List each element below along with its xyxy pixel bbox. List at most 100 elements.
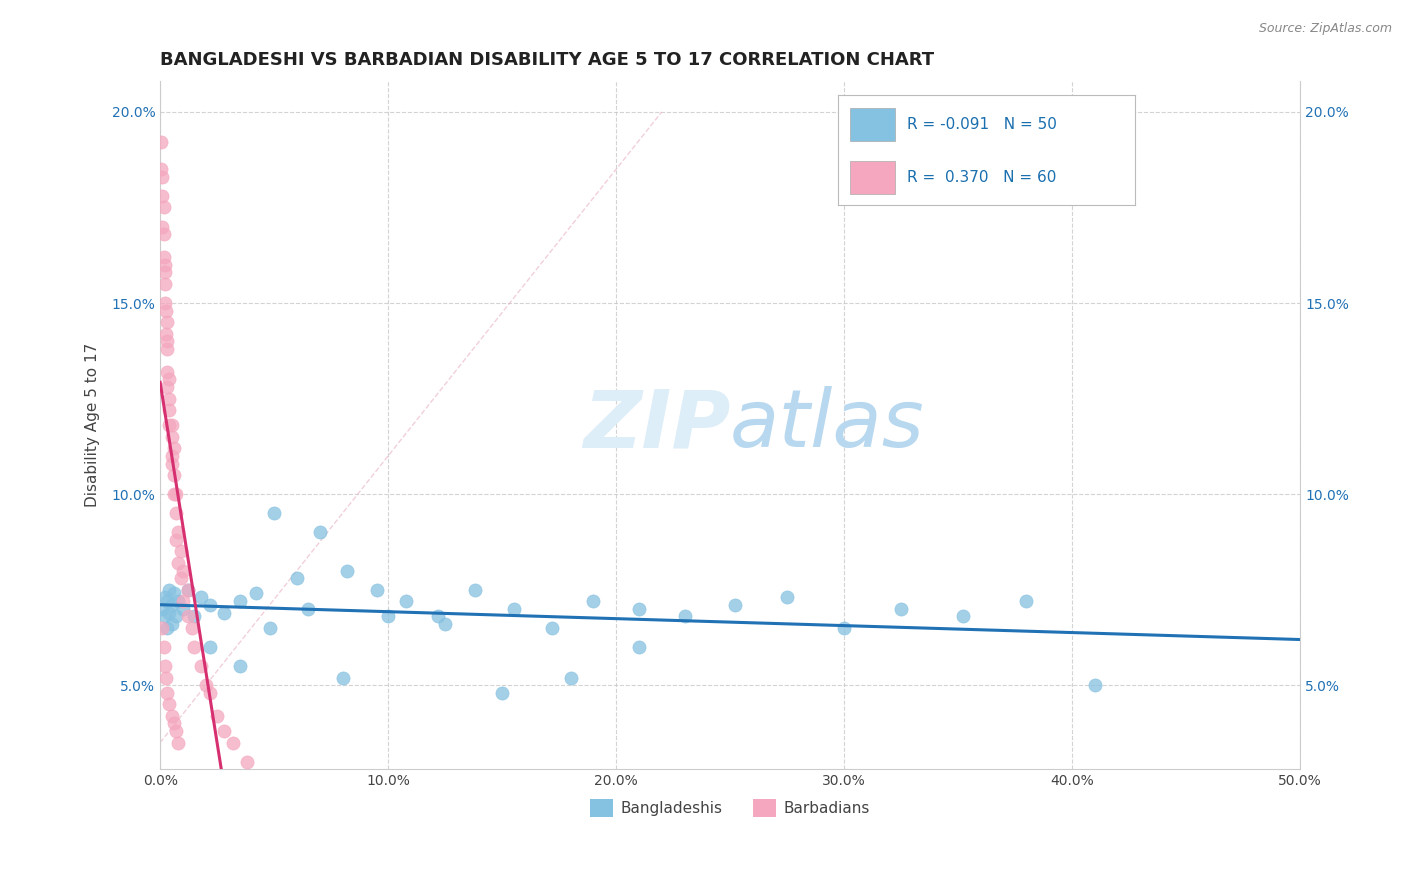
Text: atlas: atlas	[730, 386, 925, 465]
Point	[167, 556, 190, 570]
Point	[156, 342, 179, 356]
Point	[464, 582, 486, 597]
Point	[160, 430, 183, 444]
Point	[165, 609, 187, 624]
Point	[156, 315, 179, 329]
Point	[156, 334, 179, 349]
Point	[776, 591, 799, 605]
Point	[205, 708, 228, 723]
Point	[155, 326, 177, 341]
Point	[263, 506, 285, 520]
Point	[160, 449, 183, 463]
Text: Source: ZipAtlas.com: Source: ZipAtlas.com	[1258, 22, 1392, 36]
Point	[165, 533, 187, 547]
Point	[163, 586, 186, 600]
Point	[366, 582, 388, 597]
Point	[152, 621, 174, 635]
Point	[156, 594, 179, 608]
Point	[229, 594, 252, 608]
Point	[160, 598, 183, 612]
Text: BANGLADESHI VS BARBADIAN DISABILITY AGE 5 TO 17 CORRELATION CHART: BANGLADESHI VS BARBADIAN DISABILITY AGE …	[160, 51, 934, 69]
Point	[236, 755, 259, 769]
Point	[890, 601, 912, 615]
Point	[1084, 678, 1107, 692]
Point	[212, 606, 235, 620]
Point	[153, 609, 176, 624]
Point	[157, 582, 180, 597]
Point	[156, 686, 179, 700]
Point	[156, 365, 179, 379]
Point	[194, 678, 217, 692]
Point	[163, 487, 186, 501]
Point	[153, 296, 176, 310]
Point	[160, 418, 183, 433]
Point	[167, 594, 190, 608]
Point	[155, 671, 177, 685]
Point	[259, 621, 281, 635]
Point	[169, 571, 191, 585]
Point	[190, 659, 212, 673]
Point	[155, 303, 177, 318]
Point	[832, 621, 855, 635]
Point	[152, 201, 174, 215]
Point	[153, 265, 176, 279]
Point	[163, 468, 186, 483]
Point	[308, 525, 330, 540]
Point	[152, 640, 174, 654]
Y-axis label: Disability Age 5 to 17: Disability Age 5 to 17	[86, 343, 100, 508]
Point	[183, 640, 205, 654]
Point	[152, 227, 174, 242]
Point	[395, 594, 418, 608]
Point	[157, 372, 180, 386]
Point	[160, 457, 183, 471]
Point	[172, 601, 194, 615]
Point	[724, 598, 747, 612]
Point	[176, 582, 198, 597]
Point	[163, 716, 186, 731]
Point	[627, 640, 650, 654]
Point	[153, 258, 176, 272]
Point	[212, 724, 235, 739]
Point	[222, 735, 245, 749]
Point	[427, 609, 450, 624]
Point	[157, 698, 180, 712]
Point	[152, 250, 174, 264]
Point	[153, 659, 176, 673]
Point	[200, 640, 222, 654]
Point	[150, 136, 173, 150]
Point	[434, 617, 457, 632]
Point	[297, 601, 319, 615]
Point	[673, 609, 696, 624]
Point	[153, 277, 176, 291]
Point	[157, 392, 180, 406]
Point	[336, 564, 359, 578]
Point	[165, 487, 187, 501]
Point	[190, 591, 212, 605]
Point	[157, 606, 180, 620]
Point	[152, 189, 174, 203]
Point	[176, 609, 198, 624]
Point	[165, 506, 187, 520]
Legend: Bangladeshis, Barbadians: Bangladeshis, Barbadians	[583, 793, 876, 823]
Point	[153, 591, 176, 605]
Point	[172, 594, 194, 608]
Point	[229, 659, 252, 673]
Point	[541, 621, 564, 635]
Point	[156, 621, 179, 635]
Point	[332, 671, 354, 685]
Point	[1015, 594, 1038, 608]
Point	[167, 525, 190, 540]
Point	[176, 582, 198, 597]
Point	[200, 598, 222, 612]
Point	[157, 403, 180, 417]
Point	[627, 601, 650, 615]
Point	[169, 544, 191, 558]
Point	[560, 671, 582, 685]
Point	[156, 380, 179, 394]
Point	[160, 617, 183, 632]
Point	[172, 564, 194, 578]
Point	[163, 442, 186, 456]
Point	[502, 601, 524, 615]
Point	[152, 601, 174, 615]
Point	[152, 169, 174, 184]
